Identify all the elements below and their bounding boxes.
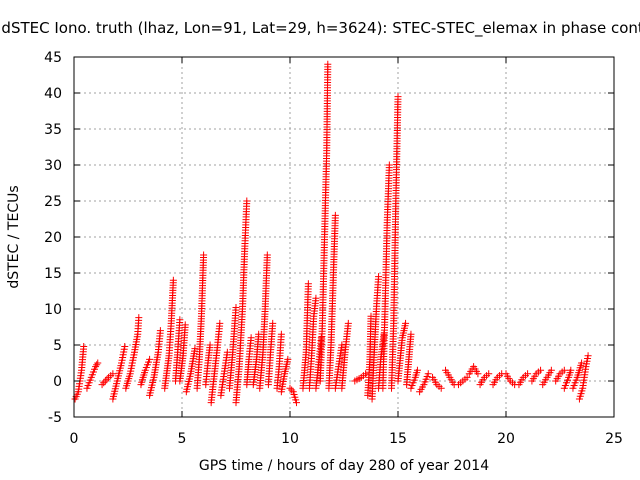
data-point [304, 280, 312, 288]
x-axis-tick-labels: 0 5 10 15 20 25 [70, 431, 623, 447]
data-point [413, 366, 421, 374]
x-tick-label: 10 [281, 431, 299, 447]
y-tick-label: 5 [53, 338, 62, 354]
x-tick-label: 25 [605, 431, 623, 447]
data-point [362, 370, 370, 378]
data-point [103, 375, 111, 383]
data-point [537, 366, 545, 374]
data-point [94, 359, 102, 367]
data-point [402, 319, 410, 327]
y-tick-label: 0 [53, 374, 62, 390]
data-point [156, 327, 164, 335]
y-tick-label: 40 [44, 86, 62, 102]
data-point [344, 319, 352, 327]
data-point [284, 355, 292, 363]
data-point [567, 366, 575, 374]
axis-ticks [73, 56, 615, 418]
data-point [93, 361, 101, 369]
y-tick-label: 15 [44, 266, 62, 282]
y-tick-label: 45 [44, 50, 62, 66]
x-tick-label: 0 [70, 431, 79, 447]
data-point [135, 314, 143, 322]
data-point [263, 251, 271, 259]
y-tick-label: 30 [44, 158, 62, 174]
x-tick-label: 5 [178, 431, 187, 447]
data-point [338, 341, 346, 349]
data-point [424, 370, 432, 378]
data-point [437, 384, 445, 392]
data-point [331, 211, 339, 219]
data-point [121, 342, 129, 350]
data-point [200, 251, 208, 259]
data-point [247, 334, 255, 342]
data-point [385, 161, 393, 169]
data-point [206, 341, 214, 349]
data-point [474, 370, 482, 378]
data-point [312, 294, 320, 302]
data-point [463, 373, 471, 381]
data-point [292, 399, 300, 407]
data-point [584, 352, 592, 360]
data-point [547, 366, 555, 374]
data-point [578, 359, 586, 367]
data-point [286, 384, 294, 392]
data-point [560, 366, 568, 374]
data-point [176, 316, 184, 324]
data-point [80, 342, 88, 350]
data-point [243, 197, 251, 205]
y-tick-label: 20 [44, 230, 62, 246]
data-point [375, 273, 383, 281]
y-axis-label: dSTEC / TECUs [6, 185, 22, 288]
y-tick-label: 25 [44, 194, 62, 210]
y-tick-label: 35 [44, 122, 62, 138]
x-tick-label: 20 [497, 431, 515, 447]
data-point [92, 363, 100, 371]
data-point [288, 386, 296, 394]
x-axis-label: GPS time / hours of day 280 of year 2014 [199, 458, 489, 474]
chart-title: dSTEC Iono. truth (lhaz, Lon=91, Lat=29,… [1, 19, 640, 38]
data-point [269, 319, 277, 327]
y-axis-tick-labels: -5 0 5 10 15 20 25 30 35 40 45 [44, 50, 62, 426]
x-tick-label: 15 [389, 431, 407, 447]
data-point [485, 370, 493, 378]
data-point [181, 321, 189, 329]
data-point [146, 355, 154, 363]
data-point [407, 330, 415, 338]
data-point [98, 381, 106, 389]
data-point [101, 377, 109, 385]
data-point [109, 370, 117, 378]
data-point [191, 345, 199, 353]
data-point [277, 330, 285, 338]
data-point [232, 304, 240, 312]
data-point [100, 379, 108, 387]
data-point [394, 93, 402, 101]
data-point [524, 370, 532, 378]
data-point [216, 319, 224, 327]
y-tick-label: 10 [44, 302, 62, 318]
data-point [324, 60, 332, 68]
y-tick-label: -5 [48, 410, 62, 426]
data-markers [71, 60, 592, 407]
data-point [169, 276, 177, 284]
